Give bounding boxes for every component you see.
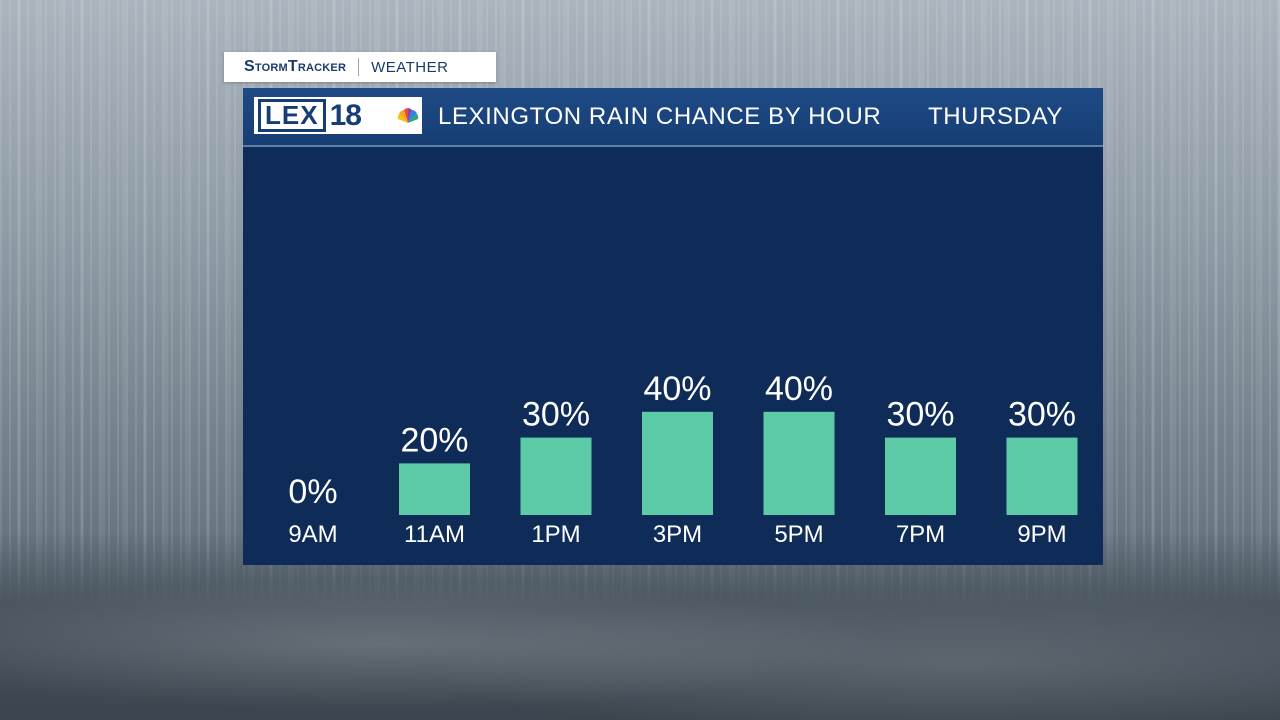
chart-title: LEXINGTON RAIN CHANCE BY HOUR bbox=[438, 103, 882, 130]
chart-day: THURSDAY bbox=[927, 103, 1063, 130]
peacock-icon bbox=[397, 108, 419, 123]
station-logo: LEX 18 bbox=[254, 97, 422, 134]
stormtracker-brand: StormTracker bbox=[244, 58, 347, 75]
value-label-9pm: 30% bbox=[1008, 396, 1076, 434]
chart-header: LEX 18 LEXINGTON RAIN CHANCE BY HOUR THU… bbox=[243, 88, 1103, 147]
category-label-3pm: 3PM bbox=[653, 521, 702, 548]
stormtracker-tag: StormTracker WEATHER bbox=[224, 52, 496, 82]
category-label-1pm: 1PM bbox=[531, 521, 580, 548]
tag-weather-label: WEATHER bbox=[371, 58, 449, 76]
bar-1pm bbox=[520, 437, 592, 515]
category-label-5pm: 5PM bbox=[774, 521, 823, 548]
value-label-3pm: 40% bbox=[643, 370, 711, 408]
bar-7pm bbox=[885, 437, 956, 515]
category-label-11am: 11AM bbox=[404, 521, 465, 548]
logo-text: LEX bbox=[258, 99, 326, 132]
category-label-9pm: 9PM bbox=[1017, 521, 1066, 548]
value-label-9am: 0% bbox=[288, 473, 337, 511]
bar-9pm bbox=[1006, 437, 1078, 515]
bar-chart: 0% 9AM 20% 11AM 30% 1PM 40% 3PM 40% 5PM 30% 7PM 30% 9… bbox=[288, 370, 1078, 548]
bar-11am bbox=[399, 463, 470, 515]
bar-3pm bbox=[642, 411, 713, 515]
category-label-7pm: 7PM bbox=[896, 521, 945, 548]
value-label-11am: 20% bbox=[400, 421, 468, 459]
value-label-5pm: 40% bbox=[765, 370, 833, 408]
category-label-9am: 9AM bbox=[288, 521, 337, 548]
value-label-1pm: 30% bbox=[522, 396, 590, 434]
logo-number: 18 bbox=[329, 98, 362, 132]
value-label-7pm: 30% bbox=[886, 396, 954, 434]
tag-divider bbox=[358, 58, 360, 76]
bar-5pm bbox=[763, 411, 835, 515]
chart-panel: LEX 18 LEXINGTON RAIN CHANCE BY HOUR THU… bbox=[243, 88, 1103, 565]
